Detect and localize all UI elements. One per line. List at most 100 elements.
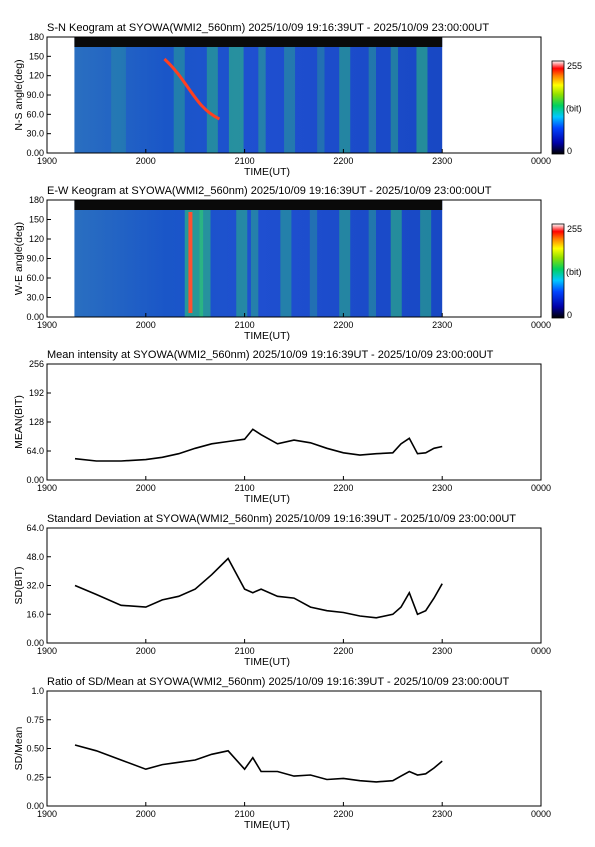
panel-sn-keogram: S-N Keogram at SYOWA(WMI2_560nm) 2025/10… xyxy=(13,22,582,178)
series-line xyxy=(74,428,443,462)
panel-title: Ratio of SD/Mean at SYOWA(WMI2_560nm) 20… xyxy=(47,676,510,688)
x-tick-label: 2200 xyxy=(333,809,353,819)
keogram-top-band xyxy=(74,37,443,47)
colorbar-min-label: 0 xyxy=(567,146,572,156)
y-axis-label: SD(BIT) xyxy=(13,567,25,605)
x-tick-label: 2200 xyxy=(333,320,353,330)
x-tick-label: 0000 xyxy=(531,156,551,166)
plot-frame xyxy=(46,527,542,644)
x-tick-label: 2100 xyxy=(235,320,255,330)
aurora-arc xyxy=(188,212,193,313)
colorbar-unit-label: (bit) xyxy=(566,267,582,277)
y-tick-label: 120 xyxy=(29,71,44,81)
y-tick-label: 64.0 xyxy=(26,446,44,456)
keogram-image xyxy=(74,37,443,153)
aurora-streak xyxy=(284,47,296,153)
aurora-streak xyxy=(250,210,259,317)
y-tick-label: 192 xyxy=(29,388,44,398)
panel-title: E-W Keogram at SYOWA(WMI2_560nm) 2025/10… xyxy=(47,185,492,197)
y-tick-label: 180 xyxy=(29,32,44,42)
colorbar-min-label: 0 xyxy=(567,310,572,320)
panel-title: Standard Deviation at SYOWA(WMI2_560nm) … xyxy=(47,513,516,525)
x-tick-label: 2100 xyxy=(235,483,255,493)
x-tick-label: 2300 xyxy=(432,483,452,493)
y-axis-label: N-S angle(deg) xyxy=(13,59,25,130)
x-tick-label: 2000 xyxy=(136,809,156,819)
y-tick-label: 0.25 xyxy=(26,772,44,782)
panel-title: S-N Keogram at SYOWA(WMI2_560nm) 2025/10… xyxy=(47,22,489,34)
aurora-arc xyxy=(163,57,221,121)
y-tick-label: 0.00 xyxy=(26,148,44,158)
y-axis-label: MEAN(BIT) xyxy=(13,395,25,449)
x-tick-label: 0000 xyxy=(531,809,551,819)
aurora-streak xyxy=(339,47,351,153)
y-tick-label: 0.00 xyxy=(26,801,44,811)
y-tick-label: 1.0 xyxy=(31,686,44,696)
panel-ew-keogram: E-W Keogram at SYOWA(WMI2_560nm) 2025/10… xyxy=(13,185,582,342)
aurora-streak xyxy=(416,47,428,153)
x-tick-label: 1900 xyxy=(37,646,57,656)
aurora-streak xyxy=(339,210,351,317)
x-axis-label: TIME(UT) xyxy=(244,330,290,342)
x-tick-label: 1900 xyxy=(37,156,57,166)
y-tick-label: 0.75 xyxy=(26,715,44,725)
y-tick-label: 16.0 xyxy=(26,609,44,619)
x-tick-label: 0000 xyxy=(531,646,551,656)
x-tick-label: 1900 xyxy=(37,809,57,819)
keogram-image xyxy=(74,200,443,317)
y-tick-label: 150 xyxy=(29,51,44,61)
panel-mean: Mean intensity at SYOWA(WMI2_560nm) 2025… xyxy=(13,349,551,505)
colorbar xyxy=(551,60,565,155)
y-tick-label: 0.00 xyxy=(26,312,44,322)
aurora-streak xyxy=(228,47,244,153)
x-tick-label: 0000 xyxy=(531,483,551,493)
x-tick-label: 2300 xyxy=(432,320,452,330)
x-axis-label: TIME(UT) xyxy=(244,819,290,831)
x-tick-label: 2300 xyxy=(432,809,452,819)
y-tick-label: 256 xyxy=(29,359,44,369)
x-axis-label: TIME(UT) xyxy=(244,656,290,668)
aurora-streak xyxy=(258,47,266,153)
aurora-streak xyxy=(173,47,185,153)
y-tick-label: 0.00 xyxy=(26,638,44,648)
y-tick-label: 90.0 xyxy=(26,254,44,264)
aurora-streak xyxy=(111,47,126,153)
colorbar xyxy=(551,223,565,319)
panel-sd: Standard Deviation at SYOWA(WMI2_560nm) … xyxy=(13,513,551,668)
series-line xyxy=(74,557,443,619)
aurora-streak xyxy=(390,210,402,317)
y-tick-label: 90.0 xyxy=(26,90,44,100)
aurora-streak xyxy=(317,47,325,153)
colorbar-unit-label: (bit) xyxy=(566,104,582,114)
x-tick-label: 2000 xyxy=(136,646,156,656)
x-tick-label: 2000 xyxy=(136,483,156,493)
y-tick-label: 150 xyxy=(29,215,44,225)
aurora-streak xyxy=(420,210,432,317)
aurora-streak xyxy=(368,47,376,153)
x-tick-label: 2200 xyxy=(333,156,353,166)
x-tick-label: 2000 xyxy=(136,320,156,330)
panel-ratio: Ratio of SD/Mean at SYOWA(WMI2_560nm) 20… xyxy=(13,676,551,831)
keogram-top-band xyxy=(74,200,443,210)
aurora-streak xyxy=(236,210,248,317)
y-axis-label: W-E angle(deg) xyxy=(13,222,25,295)
y-tick-label: 30.0 xyxy=(26,293,44,303)
y-tick-label: 60.0 xyxy=(26,273,44,283)
y-tick-label: 180 xyxy=(29,195,44,205)
aurora-streak xyxy=(206,47,218,153)
x-tick-label: 1900 xyxy=(37,483,57,493)
x-axis-label: TIME(UT) xyxy=(244,493,290,505)
x-tick-label: 2200 xyxy=(333,483,353,493)
x-tick-label: 2300 xyxy=(432,646,452,656)
y-tick-label: 30.0 xyxy=(26,129,44,139)
y-tick-label: 64.0 xyxy=(26,523,44,533)
x-tick-label: 2000 xyxy=(136,156,156,166)
y-tick-label: 120 xyxy=(29,234,44,244)
x-tick-label: 0000 xyxy=(531,320,551,330)
aurora-streak xyxy=(368,210,376,317)
x-tick-label: 1900 xyxy=(37,320,57,330)
colorbar-max-label: 255 xyxy=(567,61,582,71)
aurora-streak xyxy=(309,210,318,317)
